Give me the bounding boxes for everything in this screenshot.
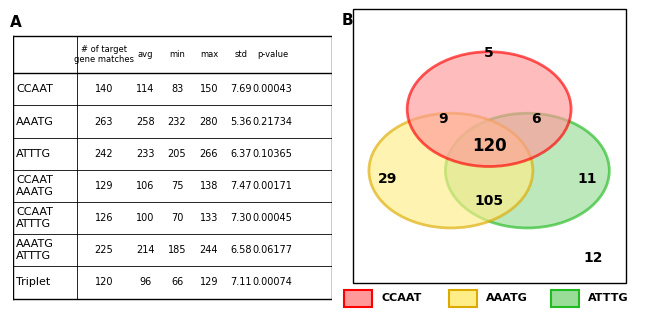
Text: 126: 126: [94, 213, 113, 223]
Text: B: B: [341, 13, 353, 28]
Text: ATTTG: ATTTG: [16, 149, 51, 159]
Text: 138: 138: [200, 181, 218, 191]
Text: 258: 258: [136, 116, 155, 127]
Text: 70: 70: [171, 213, 183, 223]
Text: 0.21734: 0.21734: [253, 116, 292, 127]
Text: ATTTG: ATTTG: [588, 293, 629, 303]
Ellipse shape: [407, 52, 571, 166]
Text: 5: 5: [484, 46, 494, 60]
Text: 7.30: 7.30: [230, 213, 252, 223]
Text: AAATG: AAATG: [486, 293, 528, 303]
Text: CCAAT
AAATG: CCAAT AAATG: [16, 175, 54, 197]
Text: 233: 233: [136, 149, 155, 159]
Text: 6.37: 6.37: [230, 149, 252, 159]
Text: 120: 120: [472, 137, 506, 155]
Text: std: std: [234, 50, 247, 59]
Text: CCAAT: CCAAT: [381, 293, 421, 303]
Text: 5.36: 5.36: [230, 116, 252, 127]
Text: AAATG
ATTTG: AAATG ATTTG: [16, 240, 54, 261]
Text: 232: 232: [168, 116, 187, 127]
Text: avg: avg: [137, 50, 153, 59]
Text: 263: 263: [94, 116, 113, 127]
Text: 0.00074: 0.00074: [253, 278, 292, 287]
Text: 244: 244: [200, 245, 218, 255]
Text: Triplet: Triplet: [16, 278, 51, 287]
Text: 0.00171: 0.00171: [253, 181, 292, 191]
FancyBboxPatch shape: [551, 290, 578, 307]
Text: 140: 140: [95, 84, 113, 94]
Text: 7.11: 7.11: [230, 278, 252, 287]
Text: 7.47: 7.47: [230, 181, 252, 191]
Text: 129: 129: [94, 181, 113, 191]
Text: 0.00043: 0.00043: [253, 84, 292, 94]
Text: 0.10365: 0.10365: [253, 149, 292, 159]
Text: min: min: [169, 50, 185, 59]
Text: 66: 66: [171, 278, 183, 287]
Text: 12: 12: [583, 251, 603, 265]
Text: 185: 185: [168, 245, 187, 255]
Text: 7.69: 7.69: [230, 84, 252, 94]
Text: 11: 11: [578, 172, 597, 186]
Text: AAATG: AAATG: [16, 116, 54, 127]
Text: 106: 106: [136, 181, 154, 191]
Text: 6: 6: [531, 112, 540, 126]
Text: A: A: [10, 15, 21, 30]
Text: 105: 105: [474, 194, 504, 208]
Text: # of target
gene matches: # of target gene matches: [73, 45, 134, 64]
Text: 225: 225: [94, 245, 113, 255]
Text: 120: 120: [94, 278, 113, 287]
Text: max: max: [200, 50, 218, 59]
Text: 114: 114: [136, 84, 154, 94]
Text: CCAAT: CCAAT: [16, 84, 53, 94]
FancyBboxPatch shape: [344, 290, 372, 307]
Text: 0.00045: 0.00045: [253, 213, 292, 223]
FancyBboxPatch shape: [449, 290, 476, 307]
Text: 75: 75: [171, 181, 183, 191]
Text: 96: 96: [139, 278, 151, 287]
Text: 205: 205: [168, 149, 187, 159]
Text: 83: 83: [171, 84, 183, 94]
Text: 6.58: 6.58: [230, 245, 252, 255]
Text: 280: 280: [200, 116, 218, 127]
Text: 133: 133: [200, 213, 218, 223]
Text: 0.06177: 0.06177: [253, 245, 292, 255]
Text: 9: 9: [438, 112, 447, 126]
Text: 29: 29: [378, 172, 398, 186]
Text: CCAAT
ATTTG: CCAAT ATTTG: [16, 207, 53, 229]
Text: 266: 266: [200, 149, 218, 159]
Ellipse shape: [369, 113, 533, 228]
Text: 214: 214: [136, 245, 155, 255]
Text: 129: 129: [200, 278, 218, 287]
Text: 100: 100: [136, 213, 154, 223]
Ellipse shape: [445, 113, 609, 228]
Text: 242: 242: [94, 149, 113, 159]
Text: 150: 150: [200, 84, 218, 94]
Text: p-value: p-value: [257, 50, 288, 59]
